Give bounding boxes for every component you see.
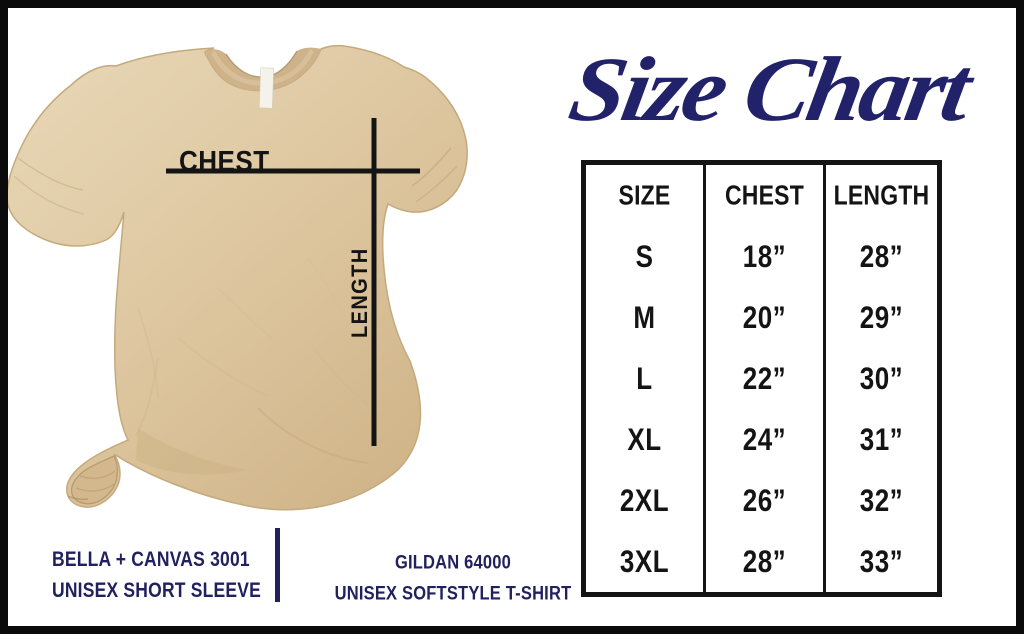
svg-text:CHEST: CHEST: [179, 145, 270, 178]
svg-text:LENGTH: LENGTH: [348, 247, 372, 338]
